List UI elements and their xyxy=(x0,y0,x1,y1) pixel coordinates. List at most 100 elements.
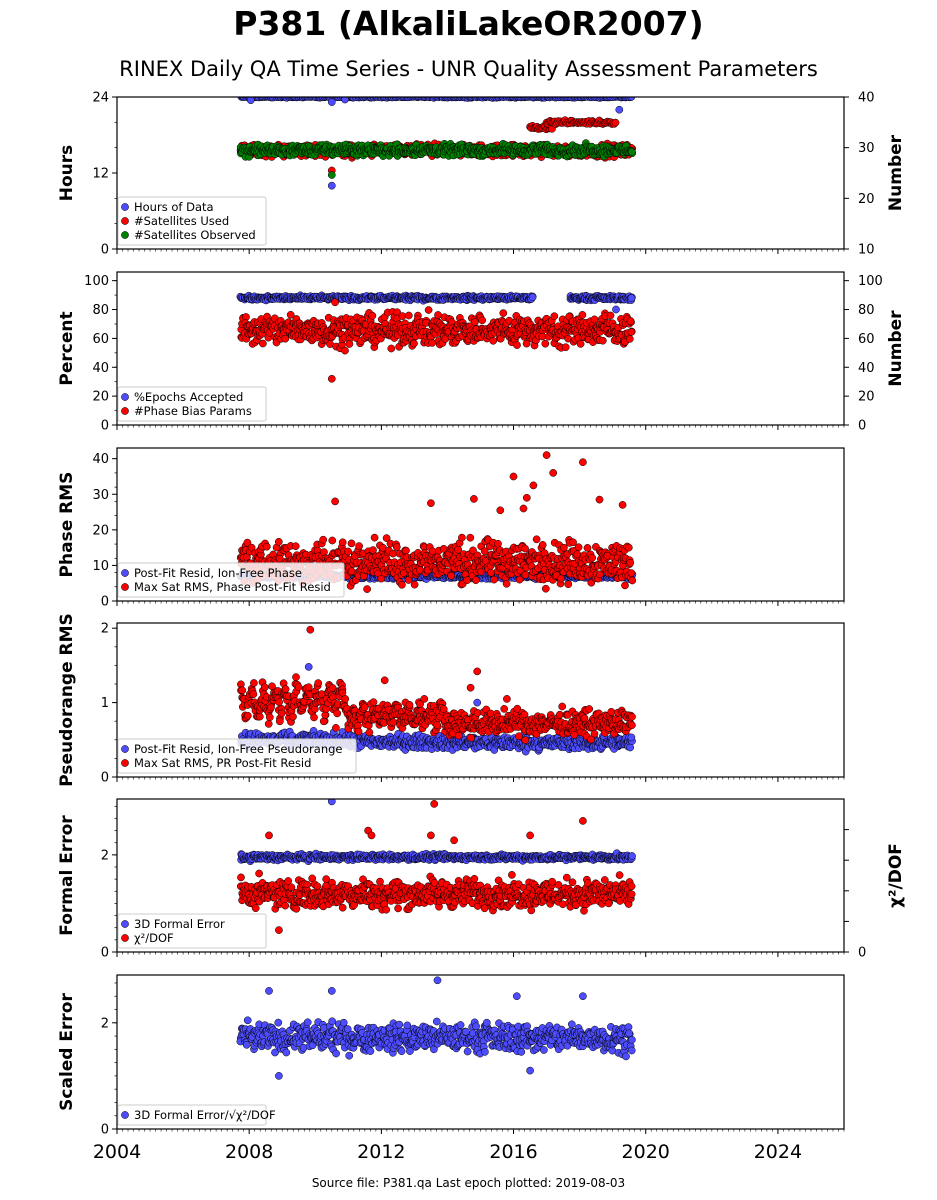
outlier-point xyxy=(331,298,339,307)
data-point xyxy=(489,336,498,345)
y-tick-label: 60 xyxy=(92,332,109,347)
data-point xyxy=(355,542,363,550)
data-point xyxy=(247,543,256,552)
legend-box xyxy=(117,386,267,422)
data-point xyxy=(392,543,401,551)
y2-tick-label: 80 xyxy=(858,303,875,318)
legend-label: Post-Fit Resid, Ion-Free Phase xyxy=(134,566,302,580)
data-point xyxy=(621,581,629,590)
outlier-point xyxy=(327,181,336,190)
legend-marker xyxy=(121,569,129,577)
data-point xyxy=(628,576,637,585)
outlier-point xyxy=(612,305,620,314)
data-point xyxy=(626,558,635,567)
data-point xyxy=(320,548,328,556)
data-point xyxy=(626,317,635,325)
outlier-point xyxy=(470,495,478,503)
outlier-point xyxy=(519,504,528,513)
y2-axis-label: Number xyxy=(886,134,906,211)
data-point xyxy=(389,549,397,558)
data-point xyxy=(338,538,347,547)
data-point xyxy=(564,580,573,589)
y-tick-label: 40 xyxy=(92,361,109,376)
outlier-point xyxy=(327,98,336,106)
data-point xyxy=(532,535,541,544)
chart-subtitle: RINEX Daily QA Time Series - UNR Quality… xyxy=(119,57,818,81)
y-tick-label: 0 xyxy=(101,419,109,434)
data-point xyxy=(404,311,413,320)
legend-label: Hours of Data xyxy=(134,200,214,214)
data-point xyxy=(370,533,379,542)
y2-tick-label: 40 xyxy=(858,91,875,106)
y-tick-label: 10 xyxy=(92,559,109,574)
y2-tick-label: 20 xyxy=(858,390,875,405)
data-point xyxy=(494,539,502,548)
y2-tick-label: 40 xyxy=(858,361,875,376)
legend-marker xyxy=(121,583,129,591)
data-point xyxy=(541,339,550,348)
data-point xyxy=(522,339,531,348)
data-point xyxy=(382,534,391,542)
outlier-point xyxy=(542,451,551,459)
y2-tick-label: 10 xyxy=(858,243,875,258)
data-point xyxy=(513,341,521,349)
legend-label: #Phase Bias Params xyxy=(134,404,252,418)
data-point xyxy=(515,575,524,584)
legend-box xyxy=(117,196,267,246)
outlier-point xyxy=(327,374,336,383)
data-point xyxy=(466,533,475,542)
y-tick-label: 0 xyxy=(101,243,109,258)
series--epochs-accepted xyxy=(236,291,636,314)
data-point xyxy=(576,340,585,348)
data-point xyxy=(590,315,599,324)
legend-label: Max Sat RMS, Phase Post-Fit Resid xyxy=(134,580,331,594)
outlier-point xyxy=(595,495,604,504)
chart-title: P381 (AlkaliLakeOR2007) xyxy=(233,4,704,43)
data-point xyxy=(588,553,597,562)
data-point xyxy=(627,569,636,577)
data-point xyxy=(627,328,636,336)
data-point xyxy=(606,311,615,320)
outlier-point xyxy=(615,105,624,114)
data-point xyxy=(583,544,592,552)
outlier-point xyxy=(496,506,505,515)
data-point xyxy=(341,346,349,355)
data-point xyxy=(471,576,480,585)
data-point xyxy=(627,97,636,101)
data-point xyxy=(424,306,433,314)
data-point xyxy=(368,311,377,320)
y-tick-label: 100 xyxy=(84,274,109,289)
data-point xyxy=(521,570,530,579)
data-point xyxy=(611,118,620,127)
data-point xyxy=(447,571,456,580)
data-point xyxy=(281,334,290,343)
data-point xyxy=(538,541,547,549)
data-point xyxy=(463,576,471,585)
data-point xyxy=(458,533,466,542)
outlier-point xyxy=(387,344,396,353)
outlier-point xyxy=(246,97,255,105)
data-point xyxy=(344,547,352,556)
data-point xyxy=(291,542,300,551)
outlier-point xyxy=(509,472,518,481)
data-point xyxy=(578,311,587,319)
data-point xyxy=(345,340,354,348)
data-point xyxy=(286,310,295,319)
data-point xyxy=(490,575,498,584)
data-point xyxy=(259,339,267,348)
y-tick-label: 30 xyxy=(92,488,109,503)
data-point xyxy=(328,536,337,545)
y-tick-label: 40 xyxy=(92,452,109,467)
data-point xyxy=(434,311,442,319)
data-point xyxy=(627,294,636,302)
data-point xyxy=(363,585,371,593)
outlier-point xyxy=(331,497,339,506)
data-point xyxy=(502,579,511,588)
data-point xyxy=(550,312,559,321)
data-point xyxy=(398,580,406,589)
outlier-point xyxy=(427,499,435,508)
